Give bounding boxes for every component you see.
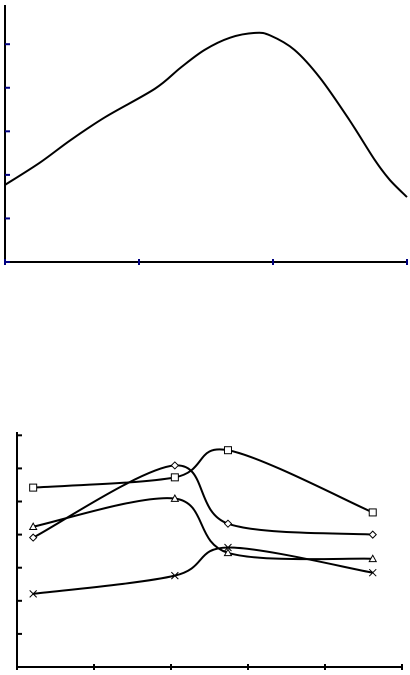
- diamond-marker: [223, 519, 233, 528]
- square-marker: [170, 473, 179, 482]
- triangle-marker: [223, 548, 233, 557]
- data-line: [33, 546, 373, 595]
- triangle-marker: [170, 493, 180, 502]
- square-marker: [223, 446, 232, 455]
- diamond-marker: [170, 461, 180, 470]
- data-line: [33, 448, 374, 514]
- square-marker: [29, 483, 38, 492]
- diamond-marker: [368, 530, 377, 539]
- x-marker: [368, 568, 377, 577]
- triangle-marker: [28, 522, 38, 530]
- diamond-marker: [28, 533, 38, 542]
- triangle-marker: [368, 554, 378, 563]
- x-marker: [29, 589, 38, 598]
- x-marker: [224, 543, 232, 552]
- data-line: [4, 31, 408, 198]
- data-line: [32, 464, 373, 539]
- x-marker: [170, 571, 179, 580]
- square-marker: [368, 508, 377, 517]
